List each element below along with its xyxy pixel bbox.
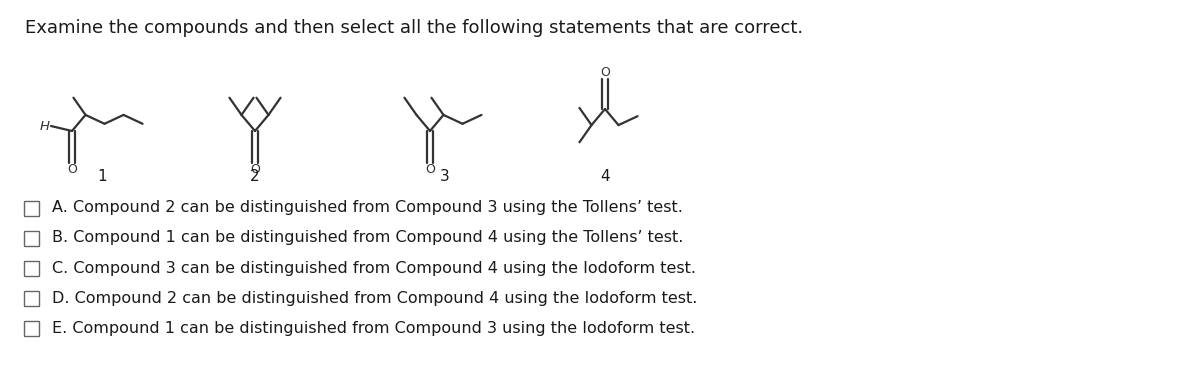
Text: 4: 4 (600, 169, 610, 184)
Text: 2: 2 (250, 169, 260, 184)
FancyBboxPatch shape (24, 231, 40, 246)
FancyBboxPatch shape (24, 201, 40, 217)
Text: H: H (40, 120, 50, 132)
Text: B. Compound 1 can be distinguished from Compound 4 using the Tollens’ test.: B. Compound 1 can be distinguished from … (52, 231, 683, 245)
FancyBboxPatch shape (24, 262, 40, 276)
Text: C. Compound 3 can be distinguished from Compound 4 using the Iodoform test.: C. Compound 3 can be distinguished from … (52, 261, 696, 276)
FancyBboxPatch shape (24, 292, 40, 307)
Text: O: O (67, 163, 77, 176)
Text: D. Compound 2 can be distinguished from Compound 4 using the Iodoform test.: D. Compound 2 can be distinguished from … (52, 290, 697, 306)
Text: O: O (425, 163, 434, 176)
Text: A. Compound 2 can be distinguished from Compound 3 using the Tollens’ test.: A. Compound 2 can be distinguished from … (52, 200, 683, 215)
Text: E. Compound 1 can be distinguished from Compound 3 using the Iodoform test.: E. Compound 1 can be distinguished from … (52, 321, 695, 335)
Text: O: O (600, 66, 610, 79)
Text: Examine the compounds and then select all the following statements that are corr: Examine the compounds and then select al… (25, 19, 803, 37)
Text: O: O (250, 163, 260, 176)
FancyBboxPatch shape (24, 321, 40, 337)
Text: 3: 3 (440, 169, 450, 184)
Text: 1: 1 (97, 169, 107, 184)
